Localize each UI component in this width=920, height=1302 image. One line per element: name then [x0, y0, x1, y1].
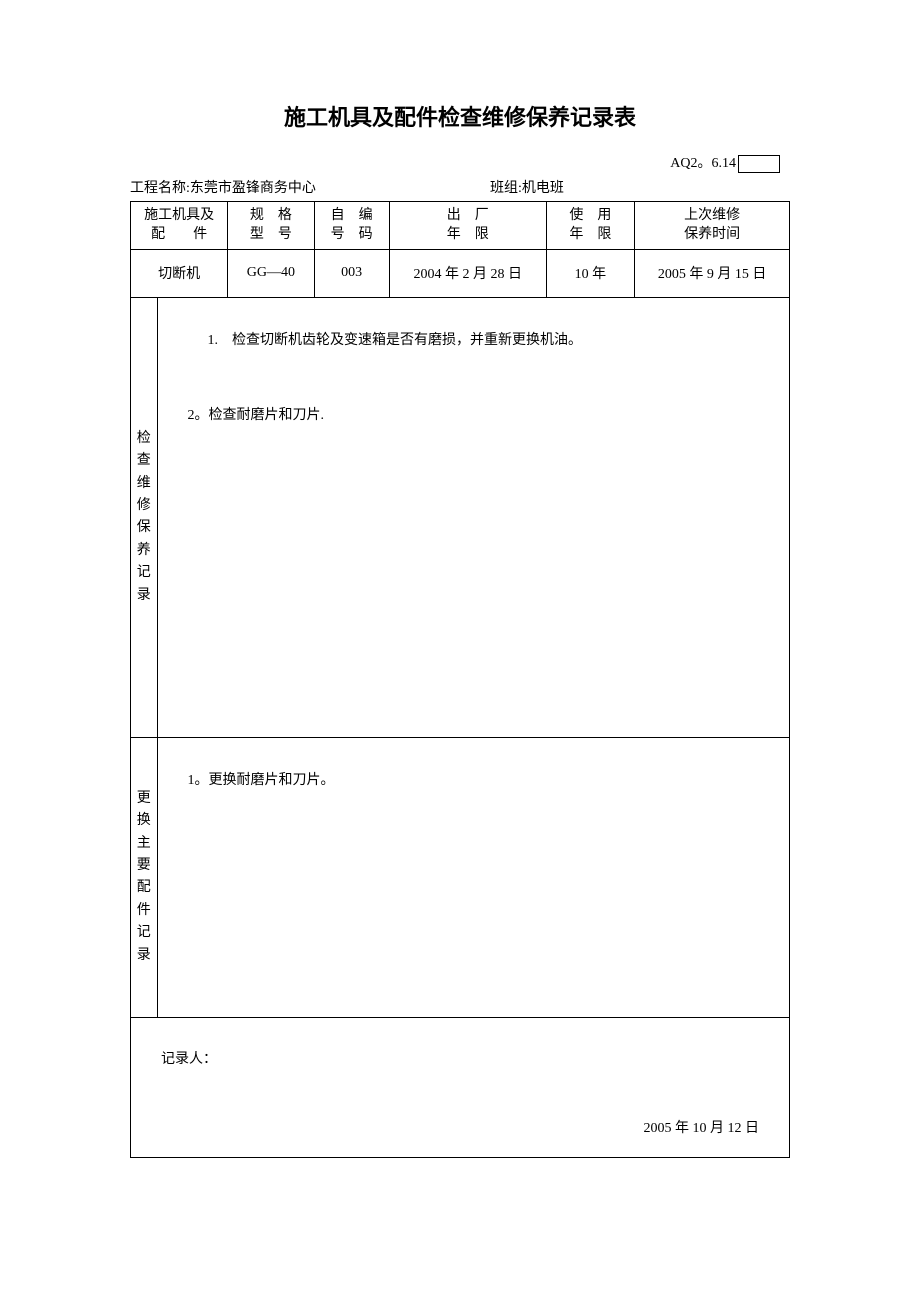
footer-cell: 记录人： 2005 年 10 月 12 日 [131, 1017, 790, 1157]
col-equipment: 施工机具及配 件 [131, 201, 228, 249]
document-title: 施工机具及配件检查维修保养记录表 [130, 100, 790, 132]
data-row: 切断机 GG—40 003 2004 年 2 月 28 日 10 年 2005 … [131, 249, 790, 297]
recorder-label: 记录人： [161, 1048, 769, 1068]
header-row: 施工机具及配 件 规 格型 号 自 编号 码 出 厂年 限 使 用年 限 上次维… [131, 201, 790, 249]
project-label: 工程名称: [130, 181, 190, 196]
main-table: 施工机具及配 件 规 格型 号 自 编号 码 出 厂年 限 使 用年 限 上次维… [130, 201, 790, 1158]
cell-service-life: 10 年 [546, 249, 634, 297]
cell-last-maintenance: 2005 年 9 月 15 日 [635, 249, 790, 297]
footer-date: 2005 年 10 月 12 日 [644, 1117, 760, 1137]
col-service-life: 使 用年 限 [546, 201, 634, 249]
form-code: AQ2。6.14 [670, 156, 736, 171]
col-model: 规 格型 号 [228, 201, 314, 249]
team-name: 机电班 [522, 181, 564, 196]
project-info: 工程名称:东莞市盈锋商务中心 [130, 177, 430, 197]
team-info: 班组:机电班 [430, 177, 790, 197]
code-box [738, 155, 780, 173]
cell-model: GG—40 [228, 249, 314, 297]
meta-row: 工程名称:东莞市盈锋商务中心 班组:机电班 [130, 177, 790, 197]
cell-serial: 003 [314, 249, 389, 297]
col-factory-date: 出 厂年 限 [389, 201, 546, 249]
col-last-maintenance: 上次维修保养时间 [635, 201, 790, 249]
form-code-row: AQ2。6.14 [130, 152, 790, 173]
inspection-item-2: 2。检查耐磨片和刀片. [188, 403, 769, 428]
inspection-content: 1. 检查切断机齿轮及变速箱是否有磨损，并重新更换机油。 2。检查耐磨片和刀片. [157, 297, 789, 737]
col-serial: 自 编号 码 [314, 201, 389, 249]
inspection-item-1: 1. 检查切断机齿轮及变速箱是否有磨损，并重新更换机油。 [188, 328, 769, 353]
replacement-row: 更换主要配件记录 1。更换耐磨片和刀片。 [131, 737, 790, 1017]
footer-row: 记录人： 2005 年 10 月 12 日 [131, 1017, 790, 1157]
cell-factory-date: 2004 年 2 月 28 日 [389, 249, 546, 297]
team-label: 班组: [490, 181, 522, 196]
replacement-item-1: 1。更换耐磨片和刀片。 [188, 768, 769, 793]
cell-equipment: 切断机 [131, 249, 228, 297]
inspection-row: 检查维修保养记录 1. 检查切断机齿轮及变速箱是否有磨损，并重新更换机油。 2。… [131, 297, 790, 737]
inspection-label: 检查维修保养记录 [131, 297, 158, 737]
replacement-content: 1。更换耐磨片和刀片。 [157, 737, 789, 1017]
project-name: 东莞市盈锋商务中心 [190, 181, 316, 196]
replacement-label: 更换主要配件记录 [131, 737, 158, 1017]
